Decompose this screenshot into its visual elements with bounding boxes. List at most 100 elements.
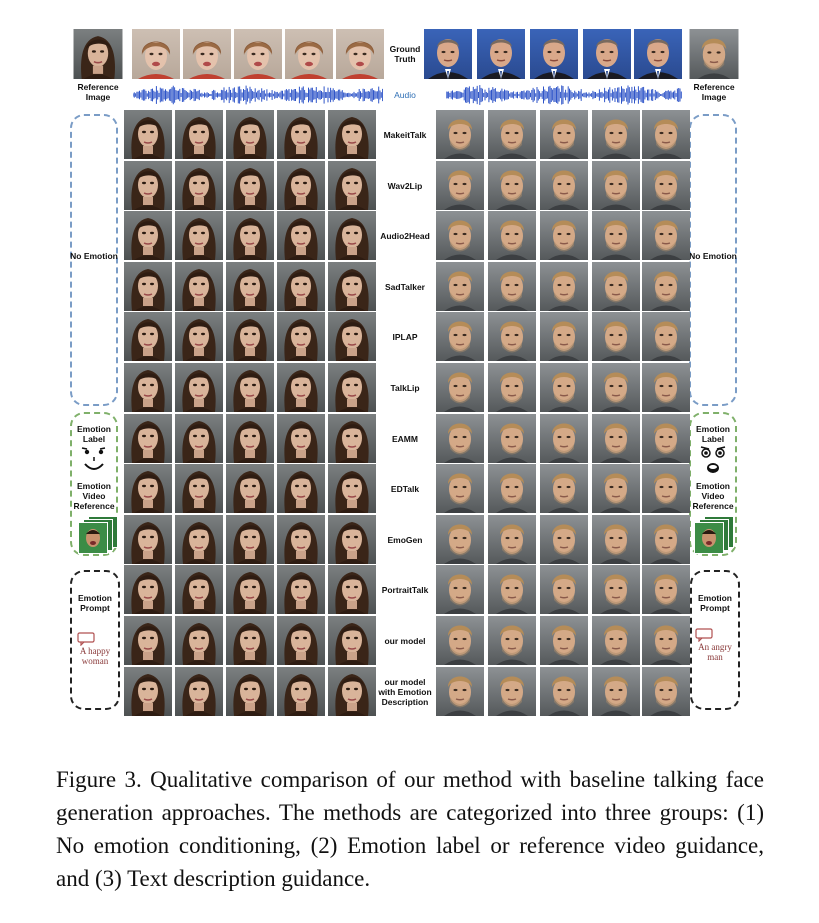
- generated-frame-woman: [277, 414, 325, 463]
- generated-frame-woman: [175, 616, 223, 665]
- generated-frame-man: [436, 565, 484, 614]
- generated-frame-woman: [277, 312, 325, 361]
- generated-frame-man: [488, 363, 536, 412]
- generated-frame-man: [592, 414, 640, 463]
- generated-frame-woman: [124, 363, 172, 412]
- generated-frame-woman: [277, 110, 325, 159]
- generated-frame-woman: [277, 616, 325, 665]
- generated-frame-woman: [175, 565, 223, 614]
- reference-image-right-label: Reference Image: [693, 82, 735, 102]
- generated-frame-woman: [175, 262, 223, 311]
- generated-frame-man: [540, 312, 588, 361]
- generated-frame-man: [642, 414, 690, 463]
- generated-frame-man: [540, 515, 588, 564]
- generated-frame-woman: [226, 363, 274, 412]
- generated-frame-man: [540, 464, 588, 513]
- generated-frame-woman: [328, 312, 376, 361]
- generated-frame-woman: [328, 161, 376, 210]
- generated-frame-man: [488, 414, 536, 463]
- generated-frame-woman: [175, 414, 223, 463]
- generated-frame-man: [642, 515, 690, 564]
- generated-frame-man: [436, 211, 484, 260]
- reference-image-right: [689, 29, 739, 79]
- audio-waveform-left: [133, 85, 383, 105]
- generated-frame-woman: [328, 565, 376, 614]
- generated-frame-man: [642, 616, 690, 665]
- generated-frame-man: [488, 464, 536, 513]
- generated-frame-woman: [277, 464, 325, 513]
- generated-frame-woman: [277, 565, 325, 614]
- generated-frame-man: [436, 464, 484, 513]
- generated-frame-woman: [277, 515, 325, 564]
- emotion-video-label-right: Emotion Video Reference: [692, 481, 734, 511]
- generated-frame-woman: [124, 262, 172, 311]
- generated-frame-man: [488, 565, 536, 614]
- generated-frame-woman: [277, 161, 325, 210]
- emotion-prompt-box-left: [70, 570, 120, 710]
- speech-bubble-icon: [77, 632, 95, 646]
- surprised-face-icon: [700, 446, 726, 473]
- emotion-label-left: Emotion Label: [77, 424, 111, 444]
- generated-frame-woman: [175, 515, 223, 564]
- generated-frame-man: [642, 667, 690, 716]
- method-label: Wav2Lip: [387, 180, 423, 191]
- generated-frame-woman: [226, 211, 274, 260]
- generated-frame-man: [436, 363, 484, 412]
- method-label: our model: [384, 635, 426, 646]
- method-label: TalkLip: [390, 382, 420, 393]
- generated-frame-man: [540, 110, 588, 159]
- generated-frame-woman: [124, 667, 172, 716]
- ground-truth-frame: [424, 29, 472, 79]
- generated-frame-woman: [226, 464, 274, 513]
- ground-truth-frame: [132, 29, 180, 79]
- generated-frame-woman: [328, 464, 376, 513]
- no-emotion-box-left: [70, 114, 118, 406]
- generated-frame-man: [488, 110, 536, 159]
- generated-frame-woman: [226, 414, 274, 463]
- generated-frame-man: [488, 262, 536, 311]
- generated-frame-woman: [175, 667, 223, 716]
- generated-frame-woman: [328, 110, 376, 159]
- generated-frame-woman: [124, 414, 172, 463]
- emotion-label-right: Emotion Label: [696, 424, 730, 444]
- ground-truth-frame: [634, 29, 682, 79]
- generated-frame-man: [488, 161, 536, 210]
- generated-frame-man: [436, 515, 484, 564]
- happy-face-icon: [81, 447, 106, 470]
- emotion-video-thumbnail-left: [78, 516, 118, 554]
- generated-frame-man: [540, 565, 588, 614]
- generated-frame-woman: [124, 616, 172, 665]
- emotion-video-thumbnail-right: [694, 516, 734, 554]
- generated-frame-man: [436, 667, 484, 716]
- generated-frame-man: [642, 565, 690, 614]
- generated-frame-woman: [175, 312, 223, 361]
- emotion-video-label-left: Emotion Video Reference: [73, 481, 115, 511]
- method-label: MakeitTalk: [383, 129, 427, 140]
- generated-frame-woman: [226, 161, 274, 210]
- ground-truth-frame: [285, 29, 333, 79]
- generated-frame-man: [592, 363, 640, 412]
- generated-frame-woman: [124, 312, 172, 361]
- generated-frame-woman: [226, 312, 274, 361]
- generated-frame-man: [436, 414, 484, 463]
- generated-frame-man: [540, 414, 588, 463]
- generated-frame-woman: [124, 110, 172, 159]
- generated-frame-man: [436, 616, 484, 665]
- ground-truth-label: Ground Truth: [389, 44, 421, 64]
- ground-truth-frame: [583, 29, 631, 79]
- generated-frame-man: [642, 312, 690, 361]
- generated-frame-man: [592, 464, 640, 513]
- ground-truth-frame: [183, 29, 231, 79]
- generated-frame-woman: [328, 363, 376, 412]
- emotion-box-left: [70, 412, 118, 556]
- emotion-prompt-text-left: A happy woman: [79, 646, 111, 666]
- generated-frame-woman: [328, 515, 376, 564]
- no-emotion-label-left: No Emotion: [70, 251, 118, 261]
- reference-image-left-label: Reference Image: [77, 82, 119, 102]
- reference-image-left: [73, 29, 123, 79]
- generated-frame-woman: [175, 211, 223, 260]
- generated-frame-man: [642, 262, 690, 311]
- generated-frame-man: [540, 161, 588, 210]
- generated-frame-man: [642, 363, 690, 412]
- generated-frame-woman: [124, 565, 172, 614]
